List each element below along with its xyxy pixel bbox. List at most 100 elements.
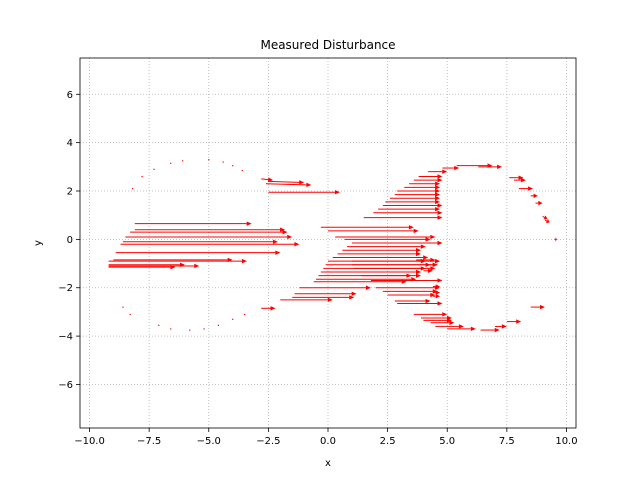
vector-arrow (554, 237, 557, 242)
vector-arrow (170, 162, 172, 164)
vector-arrow (404, 185, 441, 190)
vector-arrow (435, 324, 464, 329)
vector-arrow (170, 328, 172, 330)
vector-arrow (125, 234, 293, 240)
plot-area (80, 58, 576, 428)
vector-arrow (494, 324, 507, 329)
x-tick-label: −10.0 (74, 436, 105, 447)
vector-arrow (432, 294, 441, 299)
vector-arrow (134, 227, 286, 232)
vector-arrow (518, 186, 534, 191)
vector-arrow (385, 199, 441, 205)
vector-arrow (428, 262, 438, 267)
y-tick-label: 4 (67, 138, 73, 149)
vector-arrow (294, 291, 357, 296)
vector-arrow (430, 320, 455, 326)
chart-title: Measured Disturbance (260, 38, 395, 52)
vector-arrow (397, 188, 441, 194)
vector-arrow (351, 258, 441, 264)
vector-arrow (337, 251, 421, 257)
x-tick-label: −2.5 (256, 436, 280, 447)
vector-arrow (432, 284, 441, 289)
x-axis-label: x (325, 458, 331, 469)
vector-arrow (356, 269, 421, 275)
vector-arrow (232, 165, 234, 167)
vector-arrow (244, 313, 246, 316)
vector-arrow (108, 263, 200, 269)
vector-arrow (122, 306, 124, 308)
vector-arrow (129, 313, 131, 316)
vector-arrow (351, 240, 443, 246)
vector-arrow (432, 290, 441, 295)
y-tick-label: −6 (58, 380, 73, 391)
vector-arrow (382, 203, 443, 208)
y-tick-label: 2 (67, 187, 73, 198)
vector-arrow (394, 298, 431, 304)
vector-arrow (390, 196, 441, 201)
vector-arrow (292, 295, 355, 300)
vector-arrow (354, 266, 436, 271)
vector-arrow (120, 242, 300, 247)
vector-arrow (328, 228, 419, 234)
vector-arrow (480, 327, 500, 333)
vector-arrow (423, 268, 433, 274)
vector-arrow (299, 285, 371, 290)
vector-arrow (268, 180, 305, 185)
vector-arrow (320, 225, 414, 230)
vector-arrow (241, 169, 243, 172)
vector-field (108, 159, 557, 333)
x-tick-label: 7.5 (499, 436, 515, 447)
vector-arrow (131, 188, 134, 190)
vector-arrow (158, 324, 160, 326)
y-axis-ticks: −6 −4 −2 0 2 4 6 (58, 90, 80, 391)
vector-arrow (335, 234, 436, 240)
vector-arrow (409, 181, 441, 186)
vector-arrow (265, 182, 312, 188)
vector-arrow (153, 168, 155, 170)
vector-arrow (416, 257, 436, 263)
vector-arrow (261, 306, 276, 311)
vector-arrow (535, 200, 543, 206)
vector-arrow (442, 165, 460, 171)
vector-arrow (413, 177, 443, 183)
vector-arrow (373, 210, 443, 215)
vector-arrow (506, 319, 522, 324)
vector-arrow (232, 318, 234, 320)
vector-arrow (217, 324, 220, 326)
vector-arrow (363, 215, 443, 220)
vector-arrow (203, 328, 205, 330)
vector-arrow (115, 250, 281, 255)
vector-arrow (378, 206, 441, 212)
vector-arrow (141, 175, 143, 178)
vector-arrow (268, 190, 340, 195)
vector-arrow (514, 177, 526, 183)
vector-arrow (370, 278, 443, 283)
y-tick-label: 6 (67, 90, 73, 101)
vector-arrow (428, 169, 448, 174)
y-tick-label: −4 (58, 332, 73, 343)
vector-arrow (418, 174, 443, 179)
vector-arrow (542, 215, 548, 220)
vector-arrow (397, 301, 443, 306)
x-tick-label: 10.0 (555, 436, 577, 447)
vector-arrow (108, 258, 247, 264)
vector-arrow (280, 297, 333, 303)
x-tick-label: 2.5 (380, 436, 396, 447)
vector-arrow (344, 237, 431, 242)
x-tick-label: −5.0 (197, 436, 221, 447)
vector-arrow (447, 326, 476, 332)
vector-arrow (342, 248, 421, 253)
vector-arrow (189, 329, 191, 331)
vector-arrow (332, 255, 429, 260)
vector-arrow (530, 193, 538, 199)
vector-arrow (387, 292, 436, 298)
vector-arrow (261, 177, 274, 182)
vector-arrow (130, 229, 288, 235)
vector-arrow (413, 312, 448, 317)
x-tick-label: −7.5 (137, 436, 161, 447)
vector-arrow (134, 221, 252, 226)
vector-arrow (544, 219, 550, 223)
vector-arrow (478, 164, 503, 170)
vector-arrow (222, 161, 224, 163)
